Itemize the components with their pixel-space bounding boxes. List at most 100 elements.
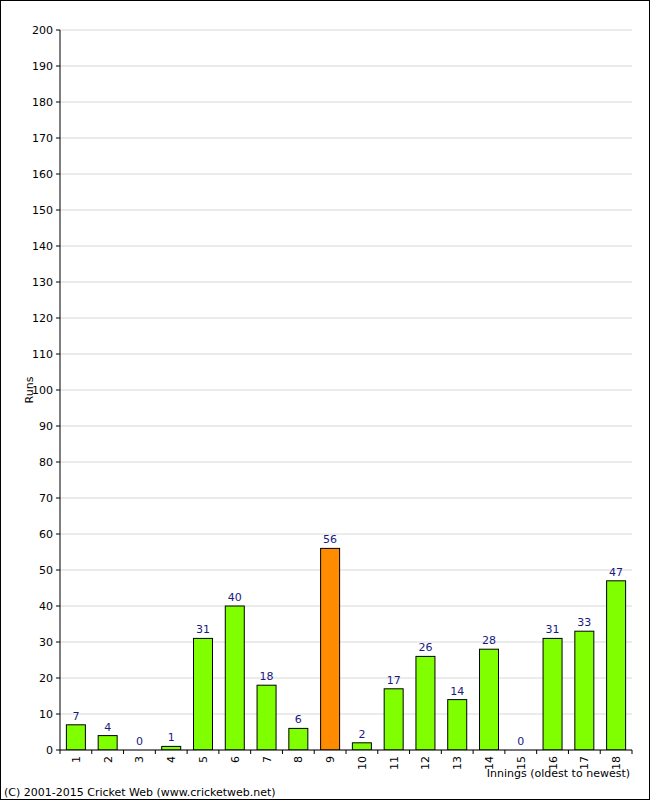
x-tick-mark xyxy=(155,750,156,754)
data-label: 56 xyxy=(323,533,337,546)
y-tick-label: 70 xyxy=(39,492,53,505)
y-tick xyxy=(56,390,60,391)
bar xyxy=(194,638,213,750)
x-tick-mark xyxy=(123,750,124,754)
x-tick-mark xyxy=(346,750,347,754)
x-tick-mark xyxy=(568,750,569,754)
bar xyxy=(321,548,340,750)
y-tick xyxy=(56,66,60,67)
x-tick-mark xyxy=(314,750,315,754)
y-tick xyxy=(56,282,60,283)
y-tick-label: 120 xyxy=(32,312,53,325)
y-tick-label: 150 xyxy=(32,204,53,217)
x-tick-mark xyxy=(536,750,537,754)
bar xyxy=(289,728,308,750)
y-tick xyxy=(56,498,60,499)
y-tick xyxy=(56,246,60,247)
x-tick-label: 13 xyxy=(451,756,464,770)
x-tick-mark xyxy=(377,750,378,754)
grid-line xyxy=(60,102,632,103)
x-tick-mark xyxy=(218,750,219,754)
y-tick xyxy=(56,210,60,211)
grid-line xyxy=(60,66,632,67)
chart-svg: 0102030405060708090100110120130140150160… xyxy=(0,0,650,800)
grid-line xyxy=(60,174,632,175)
x-tick-label: 3 xyxy=(133,756,146,763)
grid-line xyxy=(60,30,632,31)
y-axis xyxy=(60,30,61,750)
y-tick xyxy=(56,138,60,139)
y-tick-label: 50 xyxy=(39,564,53,577)
grid-line xyxy=(60,210,632,211)
x-tick-label: 10 xyxy=(356,756,369,770)
grid-line xyxy=(60,138,632,139)
x-tick-mark xyxy=(250,750,251,754)
x-tick-label: 4 xyxy=(165,756,178,763)
y-tick-label: 130 xyxy=(32,276,53,289)
data-label: 18 xyxy=(260,670,274,683)
y-tick xyxy=(56,462,60,463)
grid-line xyxy=(60,354,632,355)
x-tick-label: 11 xyxy=(388,756,401,770)
x-tick-label: 8 xyxy=(292,756,305,763)
y-axis-label: Runs xyxy=(23,376,36,403)
grid-line xyxy=(60,426,632,427)
y-tick xyxy=(56,534,60,535)
x-tick-label: 5 xyxy=(197,756,210,763)
bar xyxy=(225,606,244,750)
grid-line xyxy=(60,606,632,607)
data-label: 0 xyxy=(517,735,524,748)
grid-line xyxy=(60,570,632,571)
y-tick-label: 140 xyxy=(32,240,53,253)
y-tick xyxy=(56,606,60,607)
y-tick-label: 40 xyxy=(39,600,53,613)
y-tick-label: 160 xyxy=(32,168,53,181)
x-axis-label: Innings (oldest to newest) xyxy=(487,767,630,780)
data-label: 14 xyxy=(450,685,464,698)
bar xyxy=(575,631,594,750)
data-label: 7 xyxy=(72,710,79,723)
y-tick-label: 180 xyxy=(32,96,53,109)
y-tick-label: 110 xyxy=(32,348,53,361)
x-tick-mark xyxy=(504,750,505,754)
x-tick-label: 12 xyxy=(419,756,432,770)
bars xyxy=(66,548,625,750)
grid-line xyxy=(60,282,632,283)
y-tick-label: 30 xyxy=(39,636,53,649)
x-tick-label: 2 xyxy=(102,756,115,763)
x-tick-mark xyxy=(600,750,601,754)
frame xyxy=(1,1,650,800)
x-tick-mark xyxy=(187,750,188,754)
y-tick-label: 20 xyxy=(39,672,53,685)
data-label: 33 xyxy=(577,616,591,629)
x-tick-mark xyxy=(409,750,410,754)
y-tick-label: 10 xyxy=(39,708,53,721)
data-label: 4 xyxy=(104,721,111,734)
y-tick xyxy=(56,570,60,571)
y-tick xyxy=(56,174,60,175)
y-tick-label: 170 xyxy=(32,132,53,145)
grid-line xyxy=(60,246,632,247)
data-label: 1 xyxy=(168,731,175,744)
grid-line xyxy=(60,498,632,499)
x-tick-label: 7 xyxy=(261,756,274,763)
data-label: 31 xyxy=(546,623,560,636)
grid-line xyxy=(60,318,632,319)
x-tick-label: 9 xyxy=(324,756,337,763)
x-tick-mark xyxy=(441,750,442,754)
y-tick xyxy=(56,750,60,751)
data-label: 47 xyxy=(609,566,623,579)
annotation: (C) 2001-2015 Cricket Web (www.cricketwe… xyxy=(4,786,276,799)
y-tick-label: 90 xyxy=(39,420,53,433)
y-tick xyxy=(56,354,60,355)
bar xyxy=(607,581,626,750)
data-label: 31 xyxy=(196,623,210,636)
data-label: 26 xyxy=(418,641,432,654)
data-label: 0 xyxy=(136,735,143,748)
bar xyxy=(66,725,85,750)
chart-container: 0102030405060708090100110120130140150160… xyxy=(0,0,650,800)
data-label: 40 xyxy=(228,591,242,604)
y-tick xyxy=(56,678,60,679)
y-tick-label: 190 xyxy=(32,60,53,73)
y-tick-label: 60 xyxy=(39,528,53,541)
